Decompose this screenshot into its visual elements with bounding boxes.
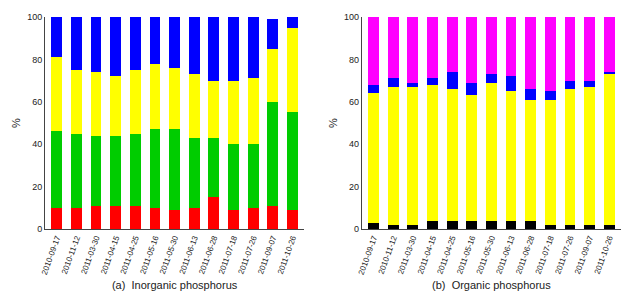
svg-text:100: 100 (344, 12, 359, 22)
svg-text:2010-09-17: 2010-09-17 (357, 234, 380, 276)
svg-text:2011-07-18: 2011-07-18 (534, 234, 556, 275)
svg-text:2011-04-15: 2011-04-15 (416, 234, 438, 275)
svg-text:2011-10-26: 2011-10-26 (276, 234, 298, 275)
svg-text:20: 20 (32, 182, 42, 192)
svg-text:2011-06-13: 2011-06-13 (494, 234, 516, 275)
svg-text:2011-06-28: 2011-06-28 (514, 234, 536, 275)
svg-text:2011-03-30: 2011-03-30 (79, 234, 101, 275)
svg-text:(a) Inorganic phosphorus: (a) Inorganic phosphorus (112, 279, 238, 291)
svg-text:2011-05-16: 2011-05-16 (455, 234, 477, 275)
svg-text:(b) Organic phosphorus: (b) Organic phosphorus (432, 279, 551, 291)
svg-text:%: % (10, 118, 22, 128)
svg-text:2011-07-26: 2011-07-26 (553, 234, 575, 275)
svg-text:2011-06-13: 2011-06-13 (178, 234, 200, 275)
svg-text:0: 0 (37, 224, 42, 234)
svg-text:80: 80 (32, 55, 42, 65)
svg-text:60: 60 (349, 97, 359, 107)
svg-text:%: % (327, 118, 339, 128)
svg-text:100: 100 (27, 12, 42, 22)
svg-text:2010-11-12: 2010-11-12 (377, 234, 399, 275)
svg-text:2011-09-07: 2011-09-07 (573, 234, 595, 275)
svg-text:2011-07-26: 2011-07-26 (237, 234, 259, 275)
svg-text:2011-04-15: 2011-04-15 (99, 234, 121, 275)
svg-text:20: 20 (349, 182, 359, 192)
svg-text:2011-09-07: 2011-09-07 (256, 234, 278, 275)
svg-text:2011-06-28: 2011-06-28 (197, 234, 219, 275)
svg-text:40: 40 (349, 139, 359, 149)
svg-text:2011-04-25: 2011-04-25 (119, 234, 141, 275)
svg-text:80: 80 (349, 55, 359, 65)
svg-text:2011-05-16: 2011-05-16 (138, 234, 160, 275)
svg-text:0: 0 (354, 224, 359, 234)
svg-text:2010-09-17: 2010-09-17 (40, 234, 63, 276)
svg-text:2011-04-25: 2011-04-25 (436, 234, 458, 275)
svg-text:2011-07-18: 2011-07-18 (217, 234, 239, 275)
svg-text:2011-03-30: 2011-03-30 (396, 234, 418, 275)
svg-text:40: 40 (32, 139, 42, 149)
svg-text:60: 60 (32, 97, 42, 107)
svg-text:2011-10-26: 2011-10-26 (593, 234, 615, 275)
svg-text:2010-11-12: 2010-11-12 (60, 234, 82, 275)
svg-text:2011-05-30: 2011-05-30 (475, 234, 497, 275)
svg-text:2011-05-30: 2011-05-30 (158, 234, 180, 275)
